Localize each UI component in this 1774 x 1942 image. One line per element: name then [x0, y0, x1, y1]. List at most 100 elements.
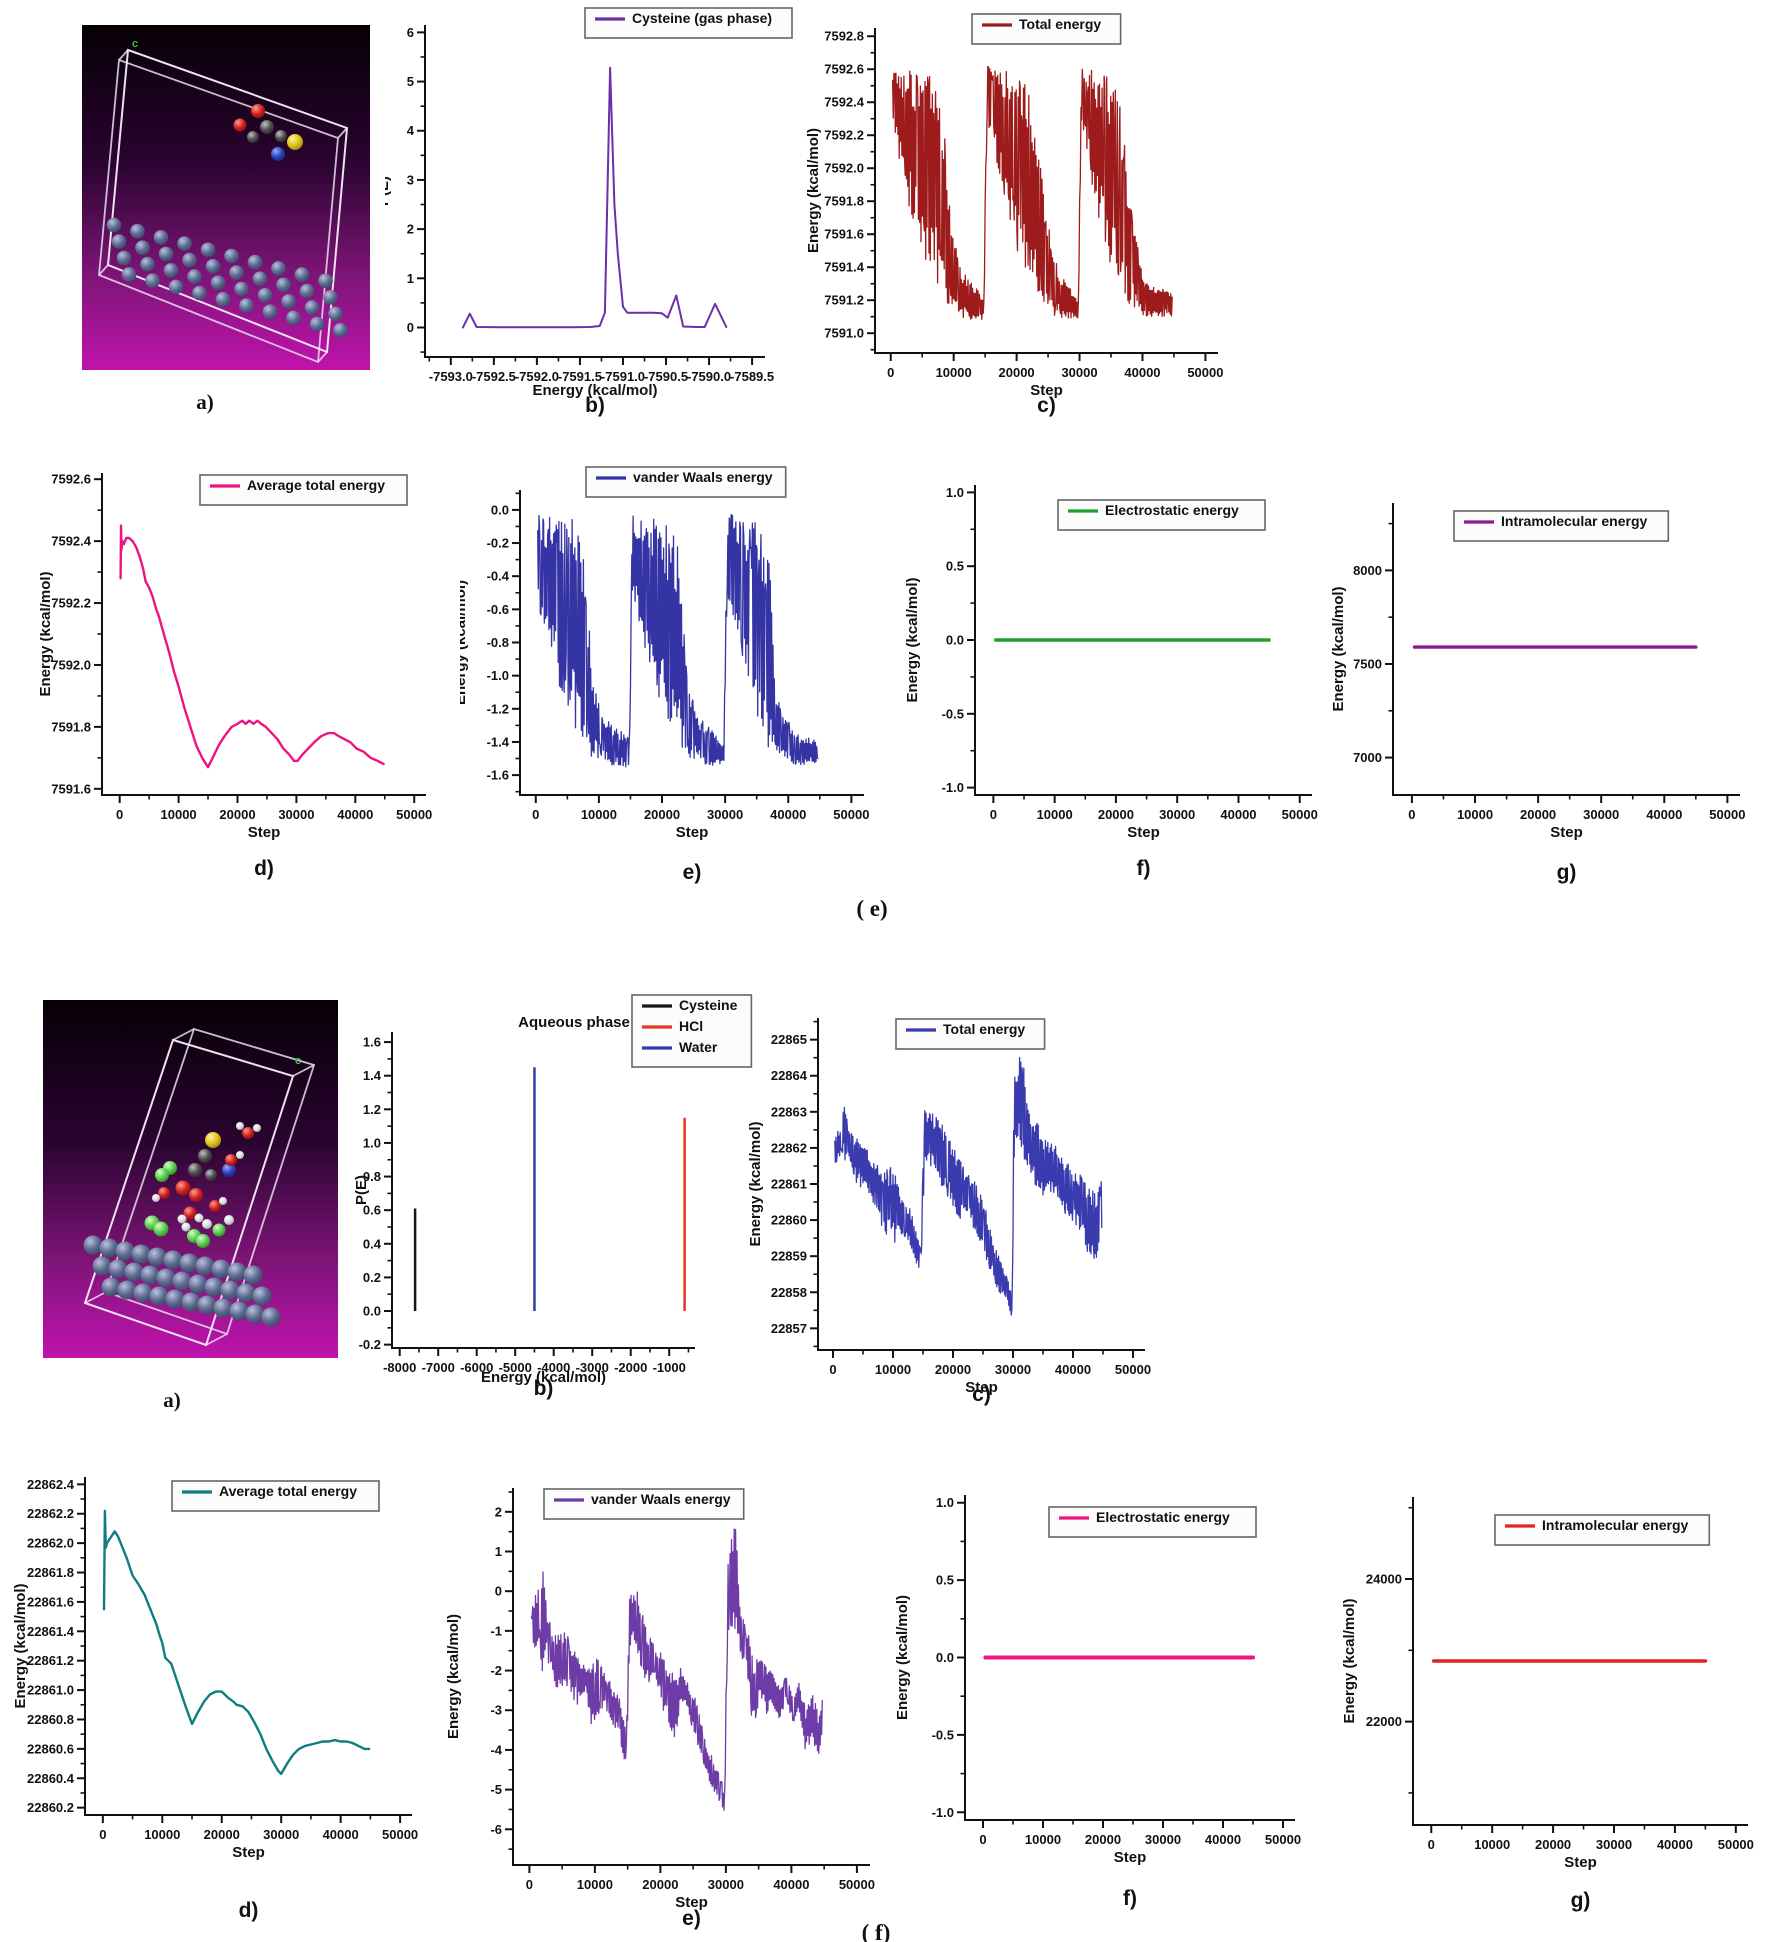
svg-text:7000: 7000 [1353, 750, 1382, 765]
svg-text:-2: -2 [490, 1663, 502, 1678]
svg-text:Energy (kcal/mol): Energy (kcal/mol) [481, 1369, 606, 1386]
svg-text:Total energy: Total energy [1019, 16, 1101, 32]
svg-text:40000: 40000 [323, 1827, 359, 1842]
svg-text:20000: 20000 [935, 1362, 971, 1377]
svg-text:-7589.5: -7589.5 [730, 369, 774, 384]
svg-text:0.0: 0.0 [946, 633, 964, 648]
svg-text:Step: Step [1114, 1849, 1147, 1866]
svg-text:10000: 10000 [144, 1827, 180, 1842]
svg-text:Energy (kcal/mol): Energy (kcal/mol) [12, 1583, 29, 1708]
svg-text:-1000: -1000 [653, 1360, 686, 1375]
group-caption-top: ( e) [856, 896, 888, 921]
svg-text:10000: 10000 [1037, 807, 1073, 822]
svg-text:22861.6: 22861.6 [27, 1594, 74, 1609]
svg-text:Water: Water [679, 1039, 718, 1055]
svg-text:7592.6: 7592.6 [824, 62, 864, 77]
svg-text:10000: 10000 [577, 1877, 613, 1892]
svg-text:22865: 22865 [771, 1032, 807, 1047]
svg-text:40000: 40000 [1220, 807, 1256, 822]
svg-text:Step: Step [1550, 824, 1583, 841]
svg-text:Energy (kcal/mol): Energy (kcal/mol) [445, 1614, 462, 1739]
svg-text:c): c) [1037, 394, 1056, 417]
svg-text:g): g) [1571, 1889, 1591, 1912]
svg-text:0: 0 [887, 365, 894, 380]
svg-text:vander Waals energy: vander Waals energy [633, 469, 773, 485]
svg-text:Electrostatic energy: Electrostatic energy [1096, 1509, 1230, 1525]
svg-text:Energy (kcal/mol): Energy (kcal/mol) [894, 1595, 911, 1720]
svg-text:Intramolecular energy: Intramolecular energy [1501, 513, 1647, 529]
svg-text:22861.2: 22861.2 [27, 1653, 74, 1668]
svg-text:-0.5: -0.5 [942, 706, 964, 721]
svg-text:-7591.5: -7591.5 [558, 369, 602, 384]
svg-text:g): g) [1557, 861, 1577, 884]
svg-text:-1.6: -1.6 [487, 768, 509, 783]
svg-text:22860.6: 22860.6 [27, 1741, 74, 1756]
svg-text:7592.2: 7592.2 [824, 128, 864, 143]
svg-text:10000: 10000 [161, 807, 197, 822]
svg-text:-1.0: -1.0 [942, 780, 964, 795]
svg-text:10000: 10000 [1025, 1832, 1061, 1847]
svg-text:Energy (kcal/mol): Energy (kcal/mol) [1330, 586, 1347, 711]
chart-total-energy-aqueous: 22857 22858 22859 22860 22861 22862 22863 22864… [740, 975, 1160, 1430]
svg-text:-0.8: -0.8 [487, 635, 509, 650]
svg-text:50000: 50000 [1718, 1837, 1754, 1852]
svg-text:50000: 50000 [1709, 807, 1745, 822]
svg-text:50000: 50000 [1115, 1362, 1151, 1377]
molecule-box-gas-image: c [82, 25, 370, 370]
svg-text:P(E): P(E) [385, 176, 392, 206]
svg-text:Energy (kcal/mol): Energy (kcal/mol) [460, 580, 469, 705]
svg-text:2: 2 [495, 1504, 502, 1519]
svg-text:-0.4: -0.4 [487, 569, 510, 584]
svg-text:22857: 22857 [771, 1321, 807, 1336]
svg-text:0.6: 0.6 [363, 1203, 381, 1218]
svg-text:22858: 22858 [771, 1285, 807, 1300]
svg-text:Average total energy: Average total energy [219, 1483, 357, 1499]
svg-text:7591.2: 7591.2 [824, 293, 864, 308]
svg-text:0: 0 [116, 807, 123, 822]
svg-text:1.0: 1.0 [946, 485, 964, 500]
svg-text:0: 0 [1428, 1837, 1435, 1852]
svg-text:P(E): P(E) [353, 1175, 370, 1205]
svg-text:Step: Step [1030, 382, 1063, 399]
svg-text:22860.8: 22860.8 [27, 1712, 74, 1727]
svg-text:0.0: 0.0 [491, 502, 509, 517]
svg-text:b): b) [534, 1377, 554, 1400]
svg-text:Step: Step [1564, 1854, 1597, 1871]
svg-text:Step: Step [248, 824, 281, 841]
svg-text:50000: 50000 [833, 807, 869, 822]
svg-text:22000: 22000 [1366, 1714, 1402, 1729]
svg-text:30000: 30000 [1583, 807, 1619, 822]
svg-text:30000: 30000 [995, 1362, 1031, 1377]
svg-text:Energy (kcal/mol): Energy (kcal/mol) [904, 577, 921, 702]
chart-average-total-energy-gas: 7591.6 7591.8 7592.0 7592.2 7592.4 7592.6 0 100… [40, 455, 440, 915]
chart-vdw-energy-gas: 0.0 -0.2 -0.4 -0.6 -0.8 -1.0 -1.2 -1.4 -1.6 0 1000… [460, 455, 880, 915]
svg-text:-5: -5 [490, 1782, 502, 1797]
svg-text:Step: Step [676, 824, 709, 841]
svg-text:7591.6: 7591.6 [51, 781, 91, 796]
svg-text:22863: 22863 [771, 1104, 807, 1119]
figure-caption-gas: a) [196, 390, 214, 414]
svg-text:22861: 22861 [771, 1177, 807, 1192]
molecule-box-aqueous-image: c [43, 1000, 338, 1358]
svg-text:0.5: 0.5 [936, 1573, 954, 1588]
svg-text:-8000: -8000 [383, 1360, 416, 1375]
svg-text:Step: Step [965, 1379, 998, 1396]
svg-text:vander Waals energy: vander Waals energy [591, 1491, 731, 1507]
svg-text:-7591.0: -7591.0 [601, 369, 645, 384]
svg-text:d): d) [254, 857, 274, 880]
svg-text:0.0: 0.0 [363, 1304, 381, 1319]
svg-text:Step: Step [232, 1844, 265, 1861]
svg-text:Aqueous phase: Aqueous phase [518, 1014, 630, 1031]
svg-text:1.2: 1.2 [363, 1102, 381, 1117]
svg-text:0.4: 0.4 [363, 1236, 382, 1251]
svg-text:30000: 30000 [1061, 365, 1097, 380]
svg-text:10000: 10000 [936, 365, 972, 380]
svg-text:f): f) [1137, 857, 1151, 880]
svg-text:e): e) [682, 1907, 701, 1930]
svg-text:7592.0: 7592.0 [51, 657, 91, 672]
svg-text:0.5: 0.5 [946, 559, 964, 574]
svg-text:30000: 30000 [263, 1827, 299, 1842]
svg-text:c: c [295, 1055, 301, 1067]
svg-text:3: 3 [407, 172, 414, 187]
